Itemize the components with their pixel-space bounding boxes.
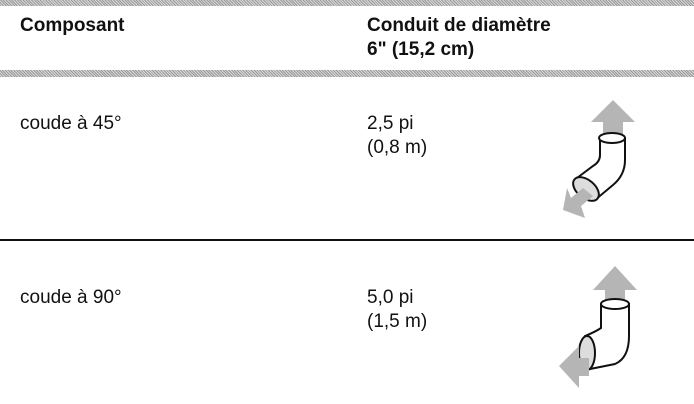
- length: 2,5 pi: [367, 112, 413, 135]
- length: (1,5 m): [367, 310, 427, 333]
- row-divider: [0, 239, 694, 241]
- length: (0,8 m): [367, 136, 427, 159]
- elbow-90-icon: [555, 266, 650, 396]
- component: coude à 45°: [20, 112, 122, 135]
- page: Composant Conduit de diamètre 6" (15,2 c…: [0, 0, 694, 404]
- header-band: [0, 0, 694, 6]
- header-cell: Conduit de diamètre: [367, 14, 551, 37]
- length: 5,0 pi: [367, 286, 413, 309]
- elbow-45-icon: [555, 100, 650, 220]
- header-cell: 6" (15,2 cm): [367, 38, 474, 61]
- header-band: [0, 70, 694, 77]
- header-cell: Composant: [20, 14, 125, 37]
- component: coude à 90°: [20, 286, 122, 309]
